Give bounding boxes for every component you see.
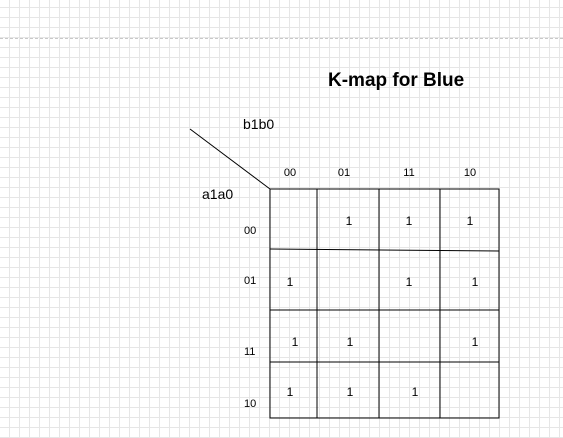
kmap-row-line-1 [269,248,500,252]
kmap-cell: 1 [411,385,419,399]
kmap-cell: 1 [346,385,354,399]
kmap-corner-diagonal [189,128,271,190]
kmap-cell: 1 [345,214,353,228]
kmap-cell: 1 [291,335,299,349]
kmap-cell: 1 [286,385,294,399]
column-header: 11 [403,167,415,179]
kmap-cell: 1 [471,335,479,349]
diagram-title: K-map for Blue [328,70,465,91]
column-variables-label: b1b0 [243,116,275,132]
kmap-border [269,188,500,419]
kmap-cell: 1 [346,335,354,349]
row-header: 11 [244,346,256,358]
row-header: 01 [244,275,257,287]
row-header: 00 [244,225,257,237]
kmap-cell: 1 [405,214,413,228]
page-divider [0,38,563,39]
row-variables-label: a1a0 [202,186,234,202]
column-header: 00 [283,167,297,179]
kmap-cell: 1 [466,214,474,228]
row-header: 10 [244,398,257,410]
column-header: 01 [337,167,351,179]
kmap-cell: 1 [471,275,479,289]
kmap-cell: 1 [286,275,294,289]
column-header: 10 [463,167,477,179]
kmap-cell: 1 [405,275,413,289]
